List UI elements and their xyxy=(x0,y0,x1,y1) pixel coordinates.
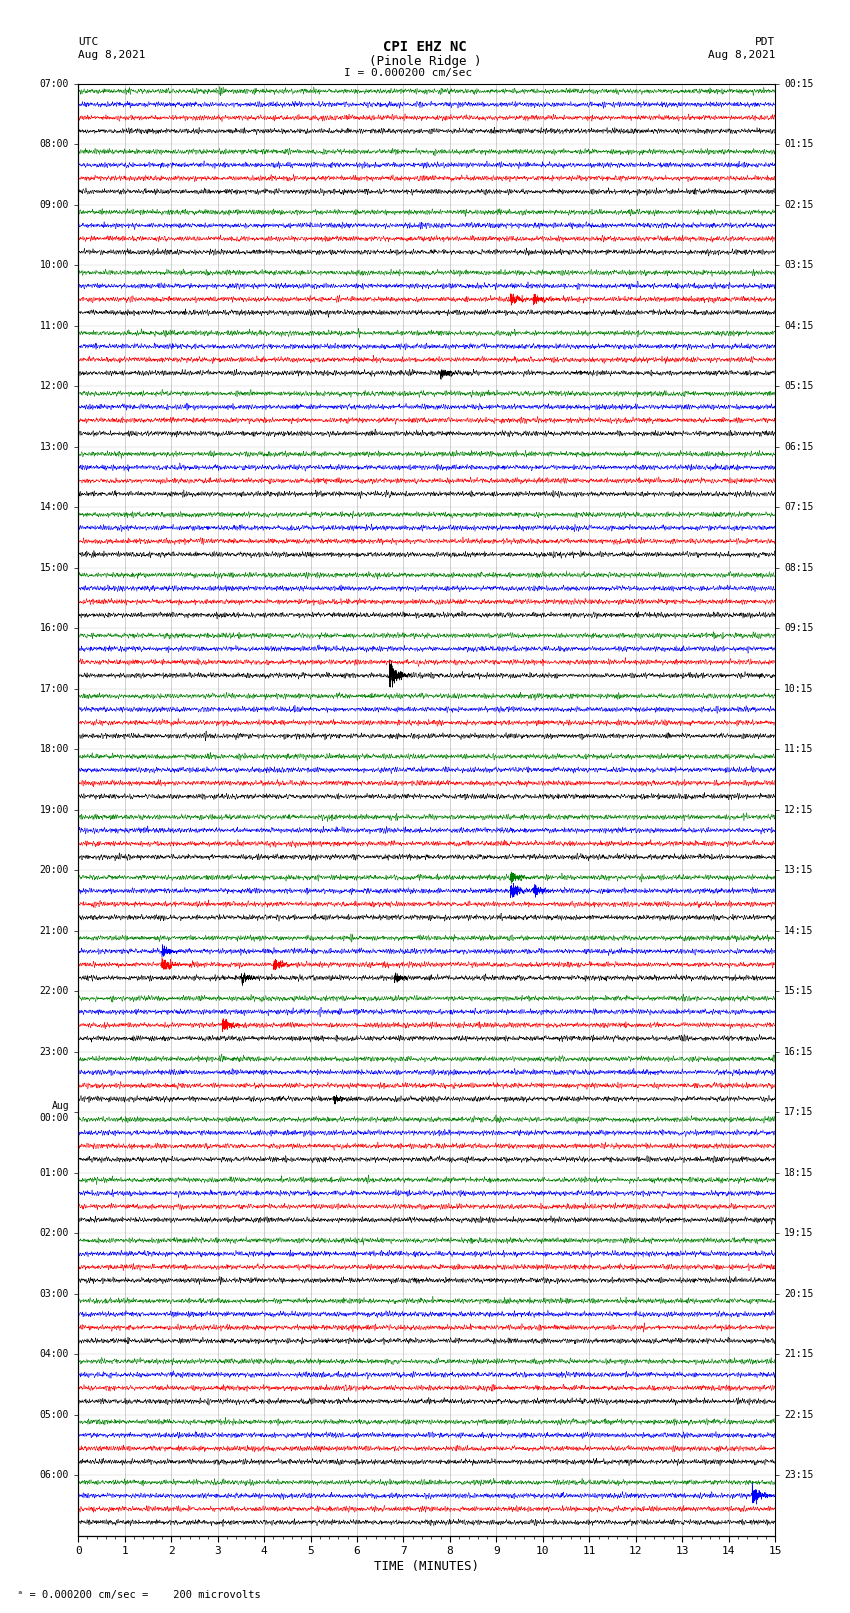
Text: Aug 8,2021: Aug 8,2021 xyxy=(78,50,145,60)
Text: PDT: PDT xyxy=(755,37,775,47)
X-axis label: TIME (MINUTES): TIME (MINUTES) xyxy=(374,1560,479,1573)
Text: ᵃ = 0.000200 cm/sec =    200 microvolts: ᵃ = 0.000200 cm/sec = 200 microvolts xyxy=(17,1590,261,1600)
Text: Aug 8,2021: Aug 8,2021 xyxy=(708,50,775,60)
Text: (Pinole Ridge ): (Pinole Ridge ) xyxy=(369,55,481,68)
Text: UTC: UTC xyxy=(78,37,99,47)
Text: CPI EHZ NC: CPI EHZ NC xyxy=(383,40,467,55)
Text: I = 0.000200 cm/sec: I = 0.000200 cm/sec xyxy=(344,68,472,77)
